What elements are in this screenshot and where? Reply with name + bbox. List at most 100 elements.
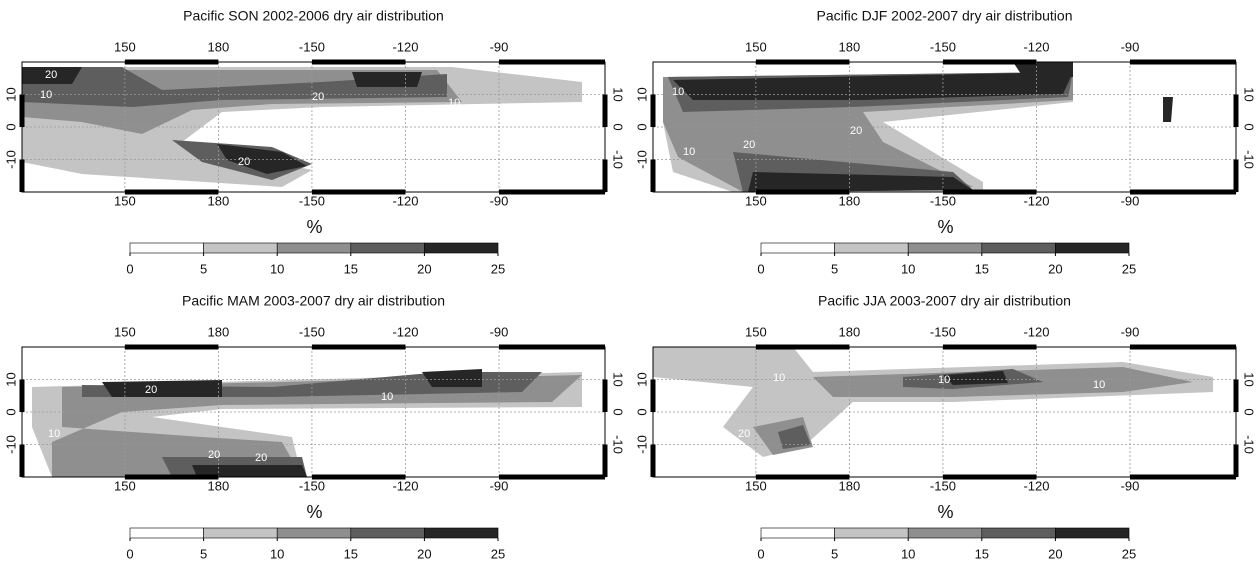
- colorbar-tick-label: 20: [417, 546, 431, 561]
- lon-tick-label: -120: [1023, 324, 1049, 339]
- lon-tick-label: -150: [930, 39, 956, 54]
- colorbar-segment: [835, 243, 909, 253]
- colorbar-tick-label: 20: [1048, 546, 1062, 561]
- lon-tick-label: 180: [839, 193, 861, 208]
- colorbar-tick-label: 0: [757, 546, 764, 561]
- contour-label: 20: [238, 156, 250, 168]
- panel: Pacific DJF 2002-2007 dry air distributi…: [634, 8, 1256, 277]
- lon-tick-label: -120: [392, 478, 418, 493]
- lat-tick-label: 10: [3, 372, 18, 386]
- contour-label: 10: [1093, 379, 1105, 391]
- lon-tick-label: 180: [839, 39, 861, 54]
- lat-tick-label: 0: [611, 408, 626, 415]
- colorbar-segment: [835, 528, 909, 538]
- contour-label: 20: [145, 384, 157, 396]
- colorbar-segment: [908, 528, 982, 538]
- lat-tick-label: 0: [1242, 408, 1257, 415]
- colorbar-segment: [424, 528, 498, 538]
- lon-tick-label: -90: [490, 324, 509, 339]
- contour-label: 20: [743, 139, 755, 151]
- colorbar-tick-label: 25: [1122, 261, 1136, 276]
- unit-label: %: [306, 217, 322, 237]
- unit-label: %: [937, 217, 953, 237]
- colorbar-tick-label: 5: [831, 261, 838, 276]
- lon-tick-label: -150: [299, 478, 325, 493]
- lon-tick-label: -150: [299, 324, 325, 339]
- lon-tick-label: 150: [745, 478, 767, 493]
- lon-tick-label: -90: [490, 193, 509, 208]
- lat-tick-label: 10: [611, 372, 626, 386]
- colorbar-segment: [1055, 243, 1129, 253]
- colorbar-tick-label: 0: [126, 546, 133, 561]
- lat-tick-label: -10: [634, 435, 649, 454]
- lon-tick-label: -90: [1121, 478, 1140, 493]
- lon-tick-label: 180: [208, 39, 230, 54]
- contour-label: 20: [850, 125, 862, 137]
- lon-tick-label: -120: [1023, 478, 1049, 493]
- colorbar-tick-label: 10: [901, 546, 915, 561]
- contour-label: 10: [672, 86, 684, 98]
- lon-tick-label: -90: [490, 478, 509, 493]
- lat-tick-label: 10: [634, 87, 649, 101]
- colorbar-tick-label: 15: [344, 261, 358, 276]
- colorbar-tick-label: 15: [975, 261, 989, 276]
- colorbar-tick-label: 5: [200, 261, 207, 276]
- lat-tick-label: -10: [611, 150, 626, 169]
- colorbar-segment: [277, 528, 351, 538]
- lon-tick-label: 180: [208, 193, 230, 208]
- panel: Pacific MAM 2003-2007 dry air distributi…: [3, 293, 625, 562]
- lon-tick-label: -150: [930, 324, 956, 339]
- lon-tick-label: -120: [392, 193, 418, 208]
- lat-tick-label: -10: [611, 435, 626, 454]
- panel-title: Pacific DJF 2002-2007 dry air distributi…: [816, 8, 1072, 24]
- lat-tick-label: 0: [3, 408, 18, 415]
- contour-label: 10: [448, 97, 460, 109]
- colorbar-segment: [424, 243, 498, 253]
- lat-tick-label: 0: [634, 123, 649, 130]
- colorbar-segment: [204, 528, 278, 538]
- lon-tick-label: -90: [490, 39, 509, 54]
- lon-tick-label: -90: [1121, 39, 1140, 54]
- lon-tick-label: -150: [299, 193, 325, 208]
- lat-tick-label: 10: [3, 87, 18, 101]
- colorbar-tick-label: 25: [491, 546, 505, 561]
- colorbar-segment: [761, 528, 835, 538]
- colorbar-segment: [277, 243, 351, 253]
- contour-label: 20: [255, 452, 267, 464]
- contour-label: 10: [40, 89, 52, 101]
- lon-tick-label: 150: [745, 324, 767, 339]
- colorbar-segment: [1055, 528, 1129, 538]
- lon-tick-label: 150: [114, 478, 136, 493]
- lat-tick-label: -10: [3, 435, 18, 454]
- lon-tick-label: -120: [392, 39, 418, 54]
- lat-tick-label: 10: [611, 87, 626, 101]
- colorbar-segment: [130, 243, 204, 253]
- colorbar-tick-label: 15: [344, 546, 358, 561]
- colorbar-segment: [130, 528, 204, 538]
- panel-title: Pacific MAM 2003-2007 dry air distributi…: [182, 293, 445, 309]
- lon-tick-label: 150: [745, 193, 767, 208]
- lon-tick-label: 150: [114, 39, 136, 54]
- lat-tick-label: -10: [1242, 435, 1257, 454]
- lat-tick-label: 0: [611, 123, 626, 130]
- panel-title: Pacific JJA 2003-2007 dry air distributi…: [818, 293, 1071, 309]
- lon-tick-label: 180: [208, 324, 230, 339]
- lon-tick-label: -150: [930, 478, 956, 493]
- unit-label: %: [937, 502, 953, 522]
- colorbar-tick-label: 10: [270, 546, 284, 561]
- colorbar-tick-label: 5: [200, 546, 207, 561]
- contour-label: 20: [738, 428, 750, 440]
- colorbar-tick-label: 10: [901, 261, 915, 276]
- lon-tick-label: -150: [299, 39, 325, 54]
- lon-tick-label: -120: [392, 324, 418, 339]
- panel: Pacific JJA 2003-2007 dry air distributi…: [634, 293, 1256, 562]
- lat-tick-label: 10: [634, 372, 649, 386]
- colorbar-tick-label: 15: [975, 546, 989, 561]
- contour-label: 10: [773, 372, 785, 384]
- colorbar-tick-label: 20: [1048, 261, 1062, 276]
- contour-label: 20: [208, 449, 220, 461]
- lon-tick-label: -120: [1023, 39, 1049, 54]
- contour-label: 10: [683, 146, 695, 158]
- lon-tick-label: 180: [839, 478, 861, 493]
- colorbar-segment: [351, 528, 425, 538]
